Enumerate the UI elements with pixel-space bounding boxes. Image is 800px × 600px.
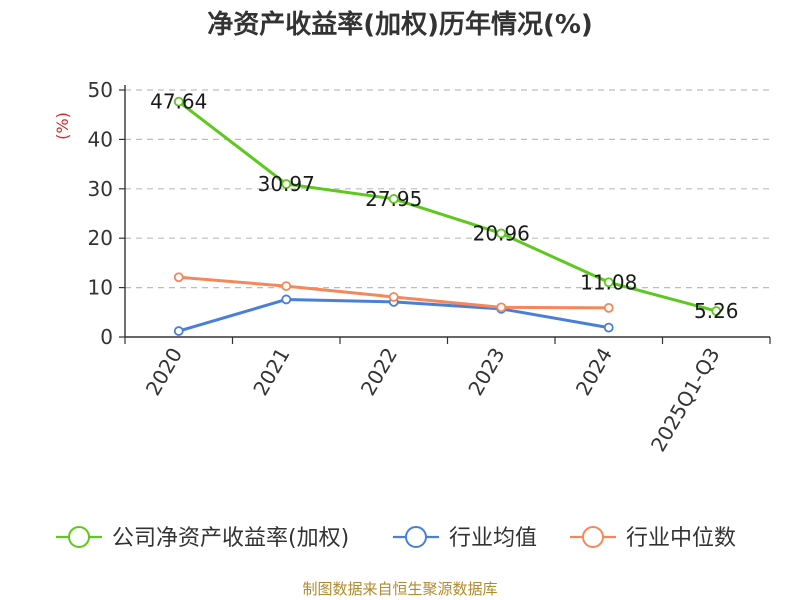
data-point xyxy=(711,306,722,316)
x-tick-label: 2021 xyxy=(248,344,294,400)
series-line xyxy=(177,100,717,313)
legend-layer: 公司净资产收益率(加权) 行业均值 行业中位数 xyxy=(56,526,736,551)
data-point xyxy=(281,179,292,189)
legend-label: 行业均值 xyxy=(449,526,537,551)
data-point xyxy=(173,272,184,283)
x-tick-label: 2020 xyxy=(141,344,187,400)
legend-label: 行业中位数 xyxy=(626,526,736,551)
data-label: 5.26 xyxy=(694,299,739,323)
x-tick-label: 2023 xyxy=(463,344,509,400)
chart-title: 净资产收益率(加权)历年情况(%) xyxy=(207,10,593,40)
legend-label: 公司净资产收益率(加权) xyxy=(112,526,349,551)
data-point xyxy=(603,277,614,288)
y-tick-label: 20 xyxy=(88,226,113,250)
label-layer: 47.64 30.97 27.95 20.96 11.08 5.26 xyxy=(150,90,738,323)
y-axis-label: (%) xyxy=(53,112,72,140)
data-label: 30.97 xyxy=(258,172,315,196)
legend-swatch-marker xyxy=(68,526,90,548)
data-label: 47.64 xyxy=(150,90,207,114)
data-label: 20.96 xyxy=(473,221,530,245)
x-tick-label: 2025Q1-Q3 xyxy=(646,344,725,456)
data-label: 27.95 xyxy=(365,187,422,211)
x-tick-label: 2024 xyxy=(571,344,617,400)
y-tick-label: 0 xyxy=(100,325,113,349)
axis-layer: 0 10 20 30 40 50 (%) 2020 2021 2022 2023 2024 2025Q1… xyxy=(53,78,771,456)
data-point xyxy=(496,228,507,239)
data-point xyxy=(173,326,184,336)
x-tick-label: 2022 xyxy=(356,344,402,400)
data-point xyxy=(281,294,292,305)
data-point xyxy=(388,194,399,204)
y-tick-label: 30 xyxy=(88,177,113,201)
y-tick-label: 10 xyxy=(88,276,113,300)
grid-layer xyxy=(125,89,770,289)
data-point xyxy=(603,322,614,333)
source-note: 制图数据来自恒生聚源数据库 xyxy=(302,580,498,598)
y-tick-label: 50 xyxy=(88,78,113,102)
legend-swatch-marker xyxy=(405,526,427,548)
data-label: 11.08 xyxy=(580,270,637,294)
data-point xyxy=(173,96,184,107)
series-layer xyxy=(173,96,722,336)
data-point xyxy=(388,292,399,302)
data-point xyxy=(496,302,507,313)
data-point xyxy=(281,281,292,292)
data-point xyxy=(603,302,614,313)
y-tick-label: 40 xyxy=(88,127,113,151)
legend-swatch-marker xyxy=(582,526,604,548)
